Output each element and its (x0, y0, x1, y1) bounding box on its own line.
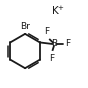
Text: +: + (57, 5, 63, 11)
Text: B: B (51, 40, 58, 48)
Text: Br: Br (20, 22, 30, 31)
Text: F: F (49, 54, 54, 63)
Text: F: F (44, 27, 49, 36)
Text: F: F (65, 40, 70, 48)
Text: K: K (52, 6, 59, 16)
